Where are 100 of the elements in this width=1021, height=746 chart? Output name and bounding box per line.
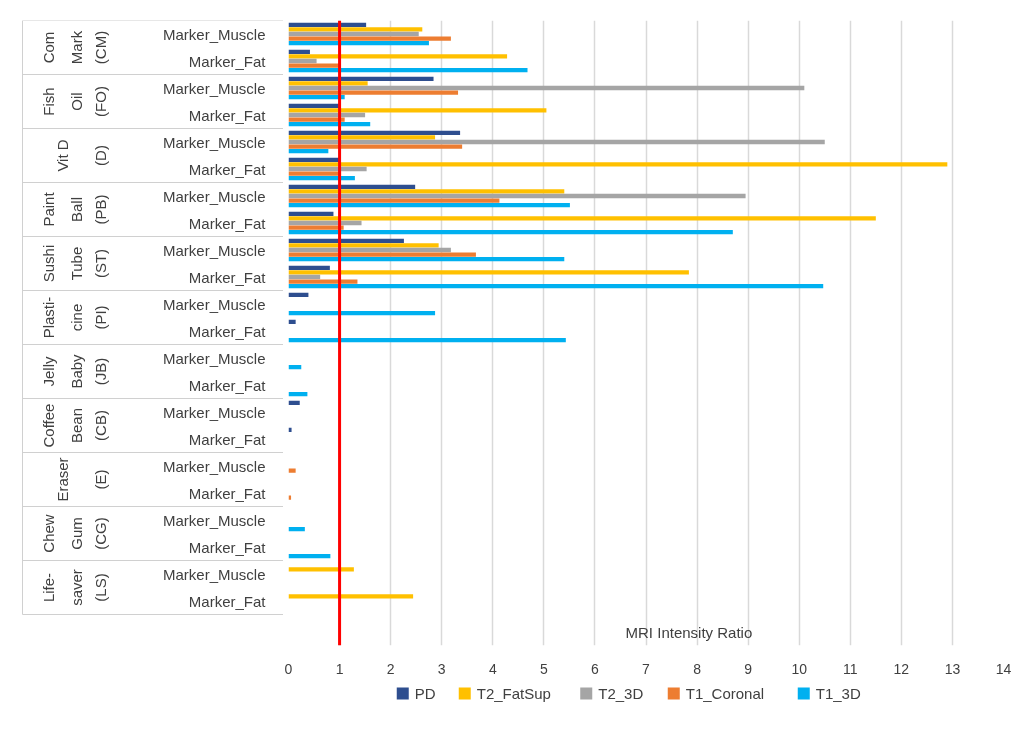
text: (ST)	[92, 248, 109, 279]
x-tick-label: 6	[591, 660, 600, 677]
bar	[288, 90, 459, 95]
bar	[288, 203, 570, 208]
bar	[288, 225, 344, 230]
bar	[288, 216, 876, 221]
bar	[288, 81, 368, 86]
bar	[288, 495, 292, 500]
bar	[288, 193, 746, 199]
y-tick-label: Marker_Fat	[188, 160, 267, 178]
x-tick-label: 12	[893, 660, 910, 677]
y-tick-label: Marker_Fat	[188, 214, 267, 232]
bar	[288, 274, 321, 280]
text: (PI)	[92, 305, 109, 330]
text: Coffee Bean	[40, 403, 85, 448]
x-tick-label: 3	[437, 660, 446, 677]
text: (CM)	[92, 30, 109, 65]
text: Com Mark	[40, 30, 85, 65]
bar	[288, 311, 436, 316]
y-tick-label: Marker_Muscle	[162, 457, 266, 475]
y-tick-label: Marker_Muscle	[162, 403, 266, 421]
bar	[288, 468, 296, 473]
text: Eraser	[54, 457, 71, 502]
bar	[288, 85, 805, 91]
bar	[288, 252, 476, 257]
bar	[288, 162, 948, 167]
text: Plasti- cine	[40, 296, 85, 339]
text: (D)	[92, 145, 109, 166]
x-tick-label: 7	[642, 660, 651, 677]
x-tick-label: 2	[386, 660, 395, 677]
text: Life- saver	[40, 569, 85, 606]
text: (E)	[92, 469, 109, 490]
bar	[288, 554, 331, 559]
y-tick-label: Marker_Fat	[188, 52, 267, 70]
bar	[288, 135, 436, 140]
legend-label: T1_Coronal	[685, 685, 765, 702]
bar	[288, 257, 565, 262]
x-tick-label: 4	[488, 660, 497, 677]
y-tick-label: Marker_Fat	[188, 484, 267, 502]
y-tick-label: Marker_Muscle	[162, 187, 266, 205]
y-tick-label: Marker_Fat	[188, 376, 267, 394]
text: Fish Oil	[40, 87, 85, 116]
bar	[288, 27, 423, 32]
text: (CG)	[92, 517, 109, 550]
bar	[288, 198, 500, 203]
bar	[288, 54, 508, 59]
bar	[288, 117, 345, 122]
bar	[288, 594, 414, 599]
text: Chew Gum	[40, 514, 85, 553]
text: (FO)	[92, 86, 109, 117]
x-tick-label: 9	[744, 660, 753, 677]
y-tick-label: Marker_Fat	[188, 106, 267, 124]
bar	[288, 63, 340, 68]
legend-label: T2_FatSup	[476, 685, 551, 702]
y-tick-label: Marker_Muscle	[162, 79, 266, 97]
x-tick-label: 14	[995, 660, 1012, 677]
bar	[288, 279, 358, 284]
bar	[288, 284, 824, 289]
text: (JB)	[92, 357, 109, 386]
bar	[288, 211, 334, 216]
y-tick-label: Marker_Muscle	[162, 511, 266, 529]
y-tick-label: Marker_Fat	[188, 322, 267, 340]
y-tick-label: Marker_Muscle	[162, 565, 266, 583]
bar	[288, 527, 305, 532]
text: Paint Ball	[40, 191, 85, 227]
x-tick-label: 5	[539, 660, 548, 677]
y-tick-label: Marker_Fat	[188, 268, 267, 286]
text: (LS)	[92, 573, 109, 602]
y-tick-label: Marker_Muscle	[162, 349, 266, 367]
y-tick-label: Marker_Muscle	[162, 25, 266, 43]
bar	[288, 58, 317, 64]
x-tick-label: 11	[843, 660, 858, 677]
bar	[288, 189, 565, 194]
text: (PB)	[92, 194, 109, 225]
legend-label: T1_3D	[815, 685, 861, 702]
text: Sushi Tube	[40, 244, 85, 283]
y-tick-label: Marker_Fat	[188, 430, 267, 448]
bar	[288, 68, 528, 73]
bar	[288, 36, 451, 41]
bar	[288, 144, 463, 149]
legend-label: T2_3D	[598, 685, 644, 702]
bar	[288, 149, 329, 154]
x-axis-title: MRI Intensity Ratio	[625, 624, 753, 642]
bar	[288, 139, 825, 145]
bar	[288, 265, 330, 270]
bar	[288, 338, 566, 343]
legend-label: PD	[414, 685, 436, 702]
bar	[288, 427, 292, 432]
x-tick-label: 8	[693, 660, 702, 677]
x-tick-label: 10	[791, 660, 808, 677]
text: Vit D	[54, 139, 71, 172]
y-tick-label: Marker_Muscle	[162, 133, 266, 151]
x-tick-label: 13	[944, 660, 961, 677]
y-tick-label: Marker_Fat	[188, 592, 267, 610]
bar	[288, 130, 461, 135]
text: (CB)	[92, 410, 109, 441]
y-tick-label: Marker_Muscle	[162, 295, 266, 313]
y-tick-label: Marker_Muscle	[162, 241, 266, 259]
bar	[288, 41, 429, 46]
bar	[288, 270, 689, 275]
